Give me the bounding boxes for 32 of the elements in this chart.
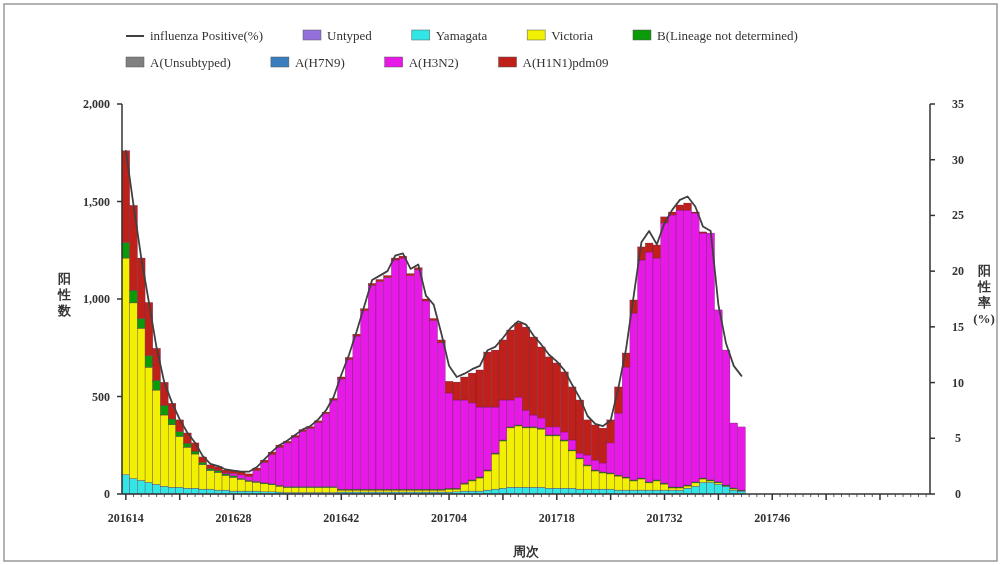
legend-label: A(H7N9) [294, 55, 345, 70]
y-tick-label: 1,000 [83, 292, 110, 306]
y2-tick-label: 15 [952, 319, 964, 334]
y-tick-label: 2,000 [83, 97, 110, 111]
y2-tick-label: 30 [952, 152, 964, 167]
x-axis-title: 周次 [512, 544, 540, 559]
legend-label: Untyped [327, 28, 373, 43]
x-tick-label: 201614 [107, 511, 144, 525]
y2-axis-title: 阳性率(%) [973, 263, 995, 326]
y2-tick-label: 10 [952, 375, 964, 390]
x-tick-label: 201628 [215, 511, 252, 525]
y2-tick-label: 25 [952, 208, 964, 223]
y-tick-label: 0 [104, 487, 110, 501]
x-tick-label: 201642 [323, 511, 360, 525]
legend-label: A(Unsubtyped) [150, 55, 231, 70]
legend-label: A(H1N1)pdm09 [522, 55, 609, 70]
legend-label: B(Lineage not determined) [656, 28, 798, 43]
y2-tick-label: 5 [955, 431, 961, 446]
y2-tick-label: 35 [952, 97, 964, 111]
x-tick-label: 201718 [538, 511, 575, 525]
y-tick-label: 1,500 [83, 194, 110, 209]
x-tick-label: 201732 [646, 511, 683, 525]
y-axis-title: 阳性数 [56, 271, 72, 318]
legend-label: Yamagata [435, 28, 488, 43]
y2-tick-label: 0 [955, 487, 961, 501]
legend-label: influenza Positive(%) [150, 28, 263, 43]
x-tick-label: 201746 [754, 511, 791, 525]
x-tick-label: 201704 [431, 511, 468, 525]
legend-label: Victoria [551, 28, 594, 43]
y-tick-label: 500 [92, 389, 110, 404]
y2-tick-label: 20 [952, 264, 964, 279]
legend-label: A(H3N2) [408, 55, 459, 70]
